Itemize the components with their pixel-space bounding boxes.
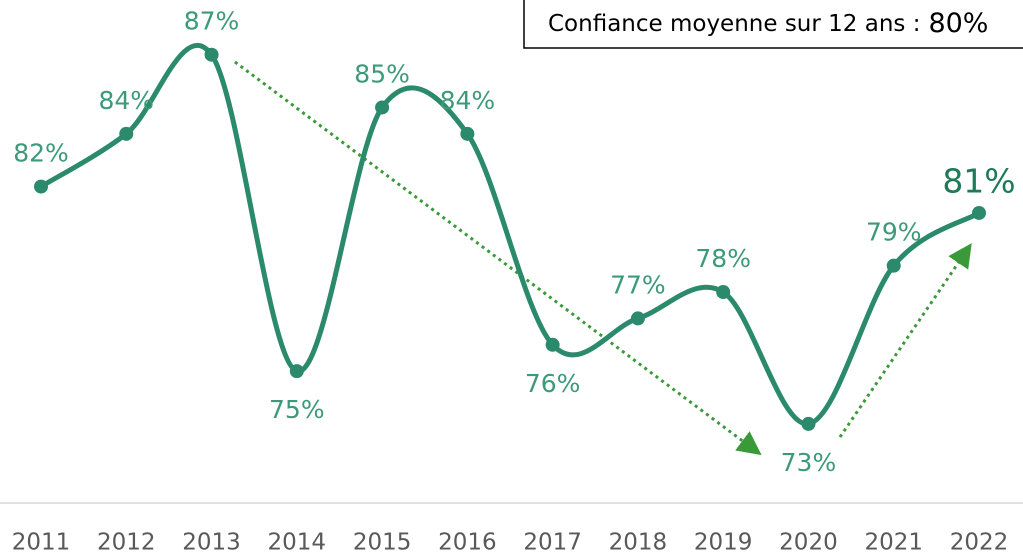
x-tick-label: 2018 (609, 530, 668, 556)
x-tick-label: 2019 (694, 530, 753, 556)
value-label: 76% (525, 369, 581, 398)
annotation: Confiance moyenne sur 12 ans : 80% (548, 8, 988, 39)
point (801, 416, 816, 431)
x-tick-label: 2021 (864, 530, 923, 556)
x-tick-label: 2017 (523, 530, 582, 556)
point (34, 179, 48, 194)
point (886, 258, 901, 273)
point (545, 337, 560, 352)
line (39, 43, 981, 427)
point (289, 364, 304, 379)
value-label: 87% (184, 7, 240, 36)
x-tick-label: 2015 (353, 530, 412, 556)
x-tick-label: 2022 (950, 530, 1009, 556)
value-label: 85% (354, 59, 410, 88)
point (375, 100, 390, 115)
value-label: 82% (13, 139, 69, 168)
value-label: 73% (781, 448, 837, 477)
x-tick-label: 2011 (12, 530, 71, 556)
x-tick-label: 2012 (97, 530, 156, 556)
value-label: 84% (440, 86, 496, 115)
value-label: 78% (695, 244, 751, 273)
value-label: 77% (610, 270, 666, 299)
point (972, 205, 986, 220)
point (460, 126, 475, 141)
annotation-box (523, 0, 1023, 49)
value-label: 79% (866, 218, 922, 247)
x-tick-label: 2016 (438, 530, 497, 556)
value-label: 75% (269, 395, 325, 424)
point (204, 47, 219, 62)
trend-arrow (234, 60, 762, 456)
trend-arrow (838, 243, 972, 438)
x-tick-label: 2013 (182, 530, 241, 556)
annotation-value: 80% (928, 8, 988, 39)
x-tick-label: 2020 (779, 530, 838, 556)
annotation-text: Confiance moyenne sur 12 ans : (548, 11, 920, 37)
point (716, 285, 731, 300)
value-label-highlight: 81% (942, 161, 1015, 200)
value-label: 84% (98, 86, 154, 115)
point (119, 126, 134, 141)
point (630, 311, 645, 326)
x-tick-label: 2014 (268, 530, 327, 556)
